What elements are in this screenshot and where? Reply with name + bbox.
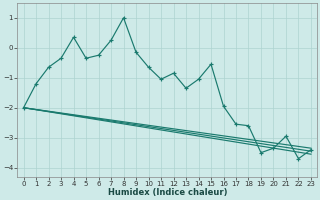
X-axis label: Humidex (Indice chaleur): Humidex (Indice chaleur) [108,188,227,197]
